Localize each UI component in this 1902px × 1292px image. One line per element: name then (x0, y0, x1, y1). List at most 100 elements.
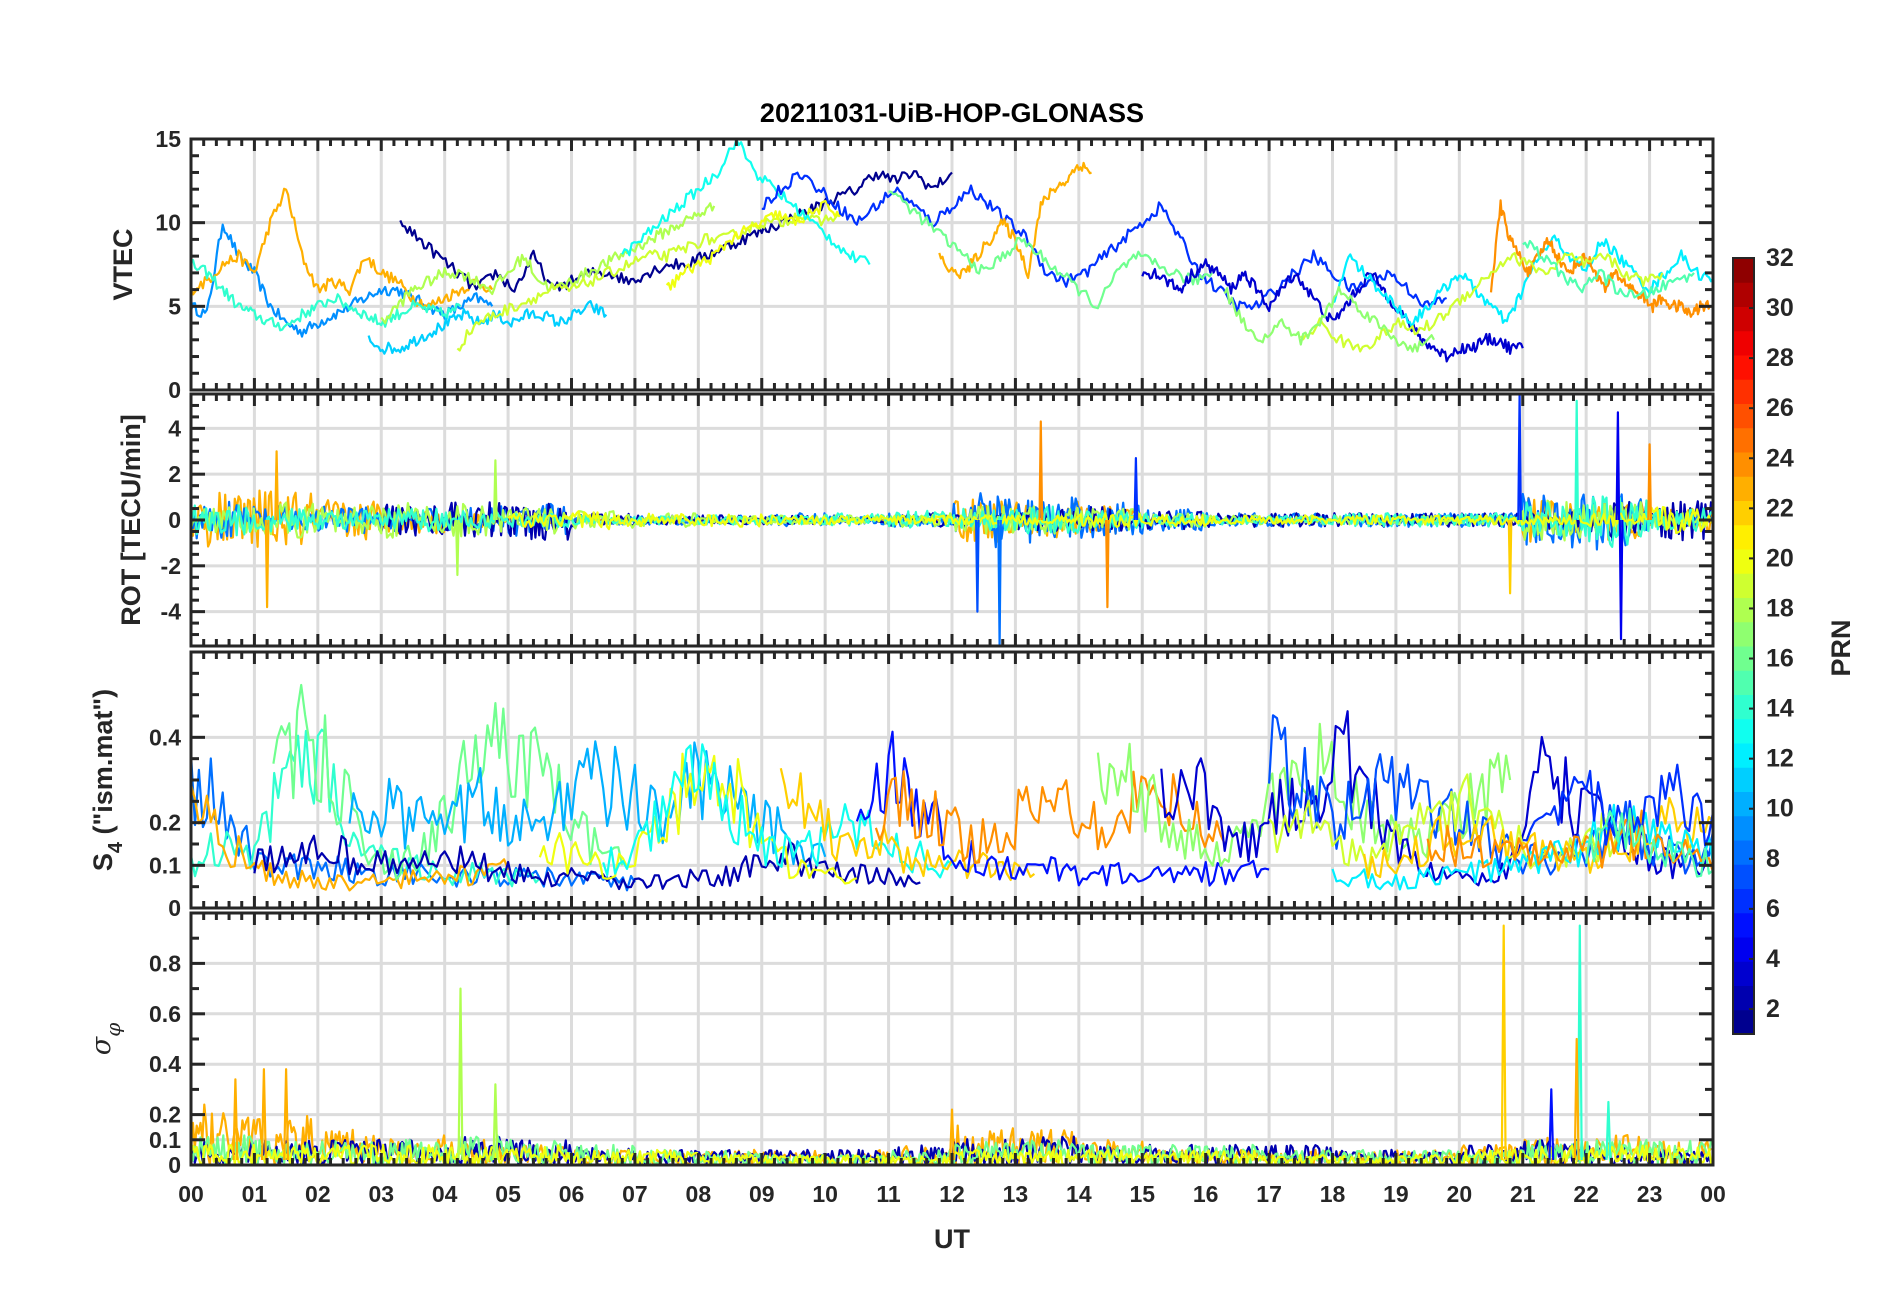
colorbar-tick-label: 8 (1766, 845, 1780, 873)
series-line-prn-14 (1576, 924, 1583, 1161)
x-tick-label: 23 (1637, 1181, 1663, 1207)
y-tick-label: 4 (168, 415, 181, 441)
x-tick-label: 09 (749, 1181, 775, 1207)
series-line-prn-23 (274, 450, 279, 521)
series-line-prn-16 (888, 190, 1213, 310)
series-line-prn-19 (1268, 773, 1619, 875)
colorbar-level-12 (1733, 743, 1754, 768)
y-tick-label: 2 (168, 461, 181, 487)
y-tick-label: 0 (168, 377, 181, 403)
colorbar-level-7 (1733, 864, 1754, 889)
x-tick-label: 14 (1066, 1181, 1092, 1207)
series-line-prn-22 (1500, 924, 1507, 1161)
x-axis-label: UT (934, 1224, 970, 1254)
colorbar-level-16 (1733, 646, 1754, 671)
colorbar-level-15 (1733, 670, 1754, 695)
y-axis-label: σφ (86, 1023, 125, 1055)
x-tick-label: 04 (432, 1181, 458, 1207)
panel-s4: 0 0.1 0.2 0.4 S4 ("ism.mat") (88, 650, 1715, 921)
x-tick-label: 17 (1256, 1181, 1282, 1207)
colorbar-level-5 (1733, 912, 1754, 938)
colorbar-tick-label: 14 (1766, 695, 1794, 723)
x-tick-label: 05 (495, 1181, 521, 1207)
x-tick-label: 20 (1447, 1181, 1473, 1207)
series-line-prn-8 (997, 519, 1002, 646)
colorbar-level-28 (1733, 355, 1754, 380)
colorbar-level-4 (1733, 937, 1754, 962)
series-line-prn-3 (1141, 258, 1524, 363)
colorbar-level-10 (1733, 791, 1754, 817)
series-line-prn-10 (348, 740, 827, 869)
series-line-prn-2 (253, 834, 921, 891)
colorbar-tick-label: 24 (1766, 444, 1794, 472)
colorbar-tick-label: 20 (1766, 544, 1794, 572)
y-tick-label: 0.2 (149, 1102, 181, 1128)
series-line-prn-24 (1105, 519, 1110, 609)
colorbar-frame (1732, 257, 1755, 1035)
series-line-prn-4 (1618, 519, 1624, 641)
y-label-sub: 4 (105, 841, 127, 853)
colorbar-level-20 (1733, 549, 1754, 574)
colorbar-tick-label: 16 (1766, 645, 1794, 673)
series-line-prn-8 (191, 753, 636, 892)
colorbar-tick-label: 32 (1766, 244, 1794, 272)
series-line-prn-5 (1548, 1088, 1555, 1161)
series-line-prn-5 (855, 730, 1270, 887)
series-line-prn-20 (507, 506, 1713, 535)
series-line-prn-18 (455, 519, 460, 577)
colorbar-level-3 (1733, 961, 1754, 986)
colorbar-level-8 (1733, 840, 1754, 865)
x-tick-label: 03 (368, 1181, 394, 1207)
series-line-prn-4 (1615, 411, 1621, 521)
series-group (191, 683, 1713, 892)
y-label-main: σ (86, 1035, 117, 1055)
series-line-prn-24 (1426, 809, 1713, 874)
x-tick-label: 08 (686, 1181, 712, 1207)
colorbar-level-18 (1733, 597, 1754, 623)
colorbar-level-13 (1733, 718, 1754, 744)
colorbar-level-32 (1733, 258, 1754, 283)
y-tick-label: 0.4 (149, 724, 181, 750)
colorbar-tick-label: 12 (1766, 745, 1794, 773)
colorbar-level-25 (1733, 427, 1754, 453)
colorbar-tick-label: 10 (1766, 795, 1794, 823)
colorbar-tick-label: 2 (1766, 995, 1780, 1023)
colorbar-level-11 (1733, 767, 1754, 792)
colorbar-level-29 (1733, 330, 1754, 356)
y-tick-label: -4 (161, 599, 182, 625)
x-tick-label: 12 (939, 1181, 965, 1207)
series-line-prn-23 (1573, 1037, 1580, 1161)
series-line-prn-14 (1605, 1100, 1612, 1161)
y-tick-label: 0.4 (149, 1051, 181, 1077)
series-group (191, 394, 1713, 646)
series-line-prn-23 (949, 1108, 955, 1161)
colorbar-tick-label: 30 (1766, 294, 1794, 322)
x-tick-label: 19 (1383, 1181, 1409, 1207)
y-axis-label: ROT [TECU/min] (116, 414, 146, 625)
y-tick-label: 10 (155, 210, 181, 236)
series-line-prn-19 (1299, 252, 1664, 353)
series-line-prn-13 (602, 743, 953, 879)
series-line-prn-20 (665, 199, 842, 291)
x-tick-label: 00 (1700, 1181, 1726, 1207)
y-tick-label: 0.2 (149, 810, 181, 836)
colorbar-level-2 (1733, 985, 1754, 1011)
x-tick-label: 18 (1320, 1181, 1346, 1207)
y-axis-label: S4 ("ism.mat") (88, 689, 127, 871)
x-tick-label: 06 (559, 1181, 585, 1207)
y-tick-label: 0.8 (149, 950, 181, 976)
x-tick-label: 11 (876, 1181, 901, 1207)
x-tick-label: 15 (1129, 1181, 1155, 1207)
series-line-prn-6 (1522, 763, 1713, 847)
series-line-prn-18 (492, 1083, 499, 1161)
colorbar-level-31 (1733, 282, 1754, 307)
x-tick-label: 00 (178, 1181, 204, 1207)
y-tick-label: 5 (168, 293, 181, 319)
colorbar-level-6 (1733, 888, 1754, 914)
y-tick-label: 0 (168, 507, 181, 533)
series-line-prn-23 (938, 161, 1092, 280)
series-line-prn-18 (380, 202, 716, 325)
x-tick-label: 21 (1510, 1181, 1536, 1207)
panel-vtec: 0 5 10 15 VTEC (108, 126, 1715, 403)
